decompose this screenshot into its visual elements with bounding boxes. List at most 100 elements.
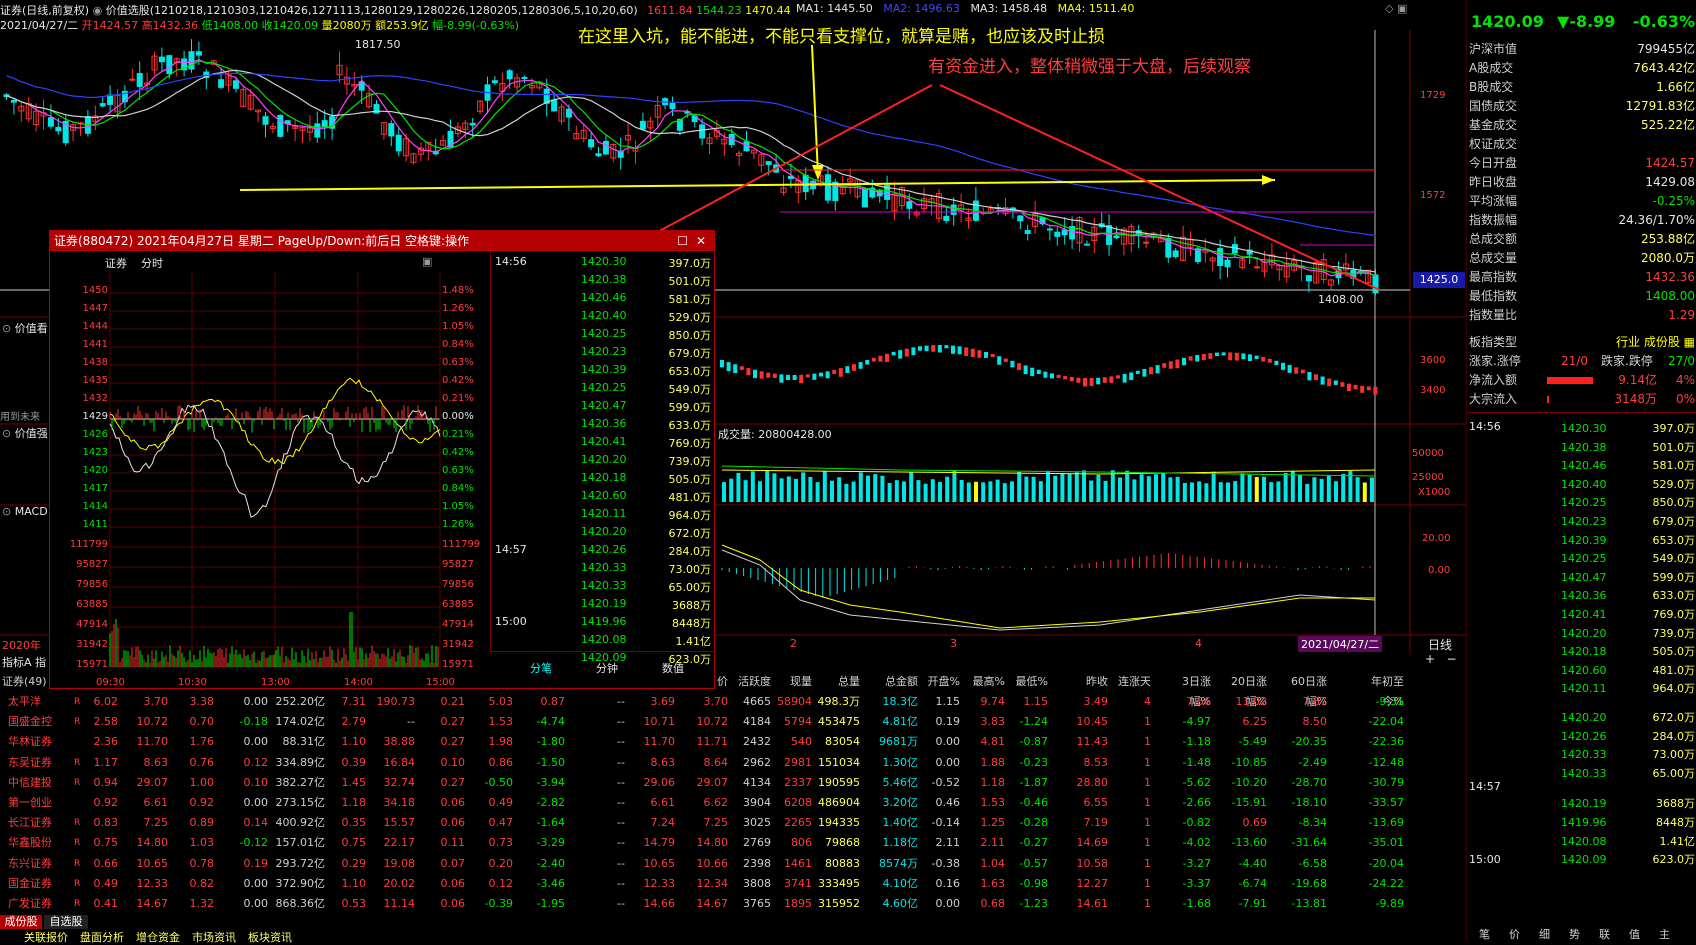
table-left-label: 证券(49): [2, 675, 47, 688]
col-header[interactable]: 总金额: [885, 675, 918, 688]
table-row[interactable]: 广发证券 0.41 14.67 1.32 0.00 868.36亿 0.53 11.14 0.0…: [0, 894, 1466, 914]
table-row[interactable]: 华林证券 2.36 11.70 1.76 0.00 88.31亿 1.10 38.88 0.27…: [0, 732, 1466, 752]
candle-101: [750, 149, 757, 160]
col-header[interactable]: 现量: [790, 675, 812, 688]
stock-name[interactable]: 中信建投: [8, 775, 52, 789]
board-type-value[interactable]: 行业 成份股 ▦: [1616, 335, 1695, 349]
bottom-link[interactable]: 增仓资金: [136, 931, 180, 944]
tab-constituents[interactable]: 成份股: [0, 915, 42, 929]
col-header[interactable]: 开盘%: [927, 675, 960, 688]
ticks-panel[interactable]: 14:56 14:57 15:00 1420.30 397.0万 1420.38 50…: [490, 251, 715, 666]
expand-icon[interactable]: ⊙: [2, 427, 12, 440]
col-header[interactable]: 最低%: [1015, 675, 1048, 688]
rp-bottom-tab[interactable]: 主: [1659, 928, 1670, 941]
popup-tab-security[interactable]: 证券: [105, 257, 127, 270]
bottom-tab-items[interactable]: 关联报价 盘面分析 增仓资金 市场资讯 板块资讯: [0, 929, 400, 944]
stock-name[interactable]: 华鑫股份: [8, 836, 52, 850]
sub-candle-37: [964, 347, 969, 357]
quote-value: 525.22亿: [1641, 118, 1695, 132]
vol-bar-87: [1348, 471, 1353, 502]
expand-icon[interactable]: ⊙: [2, 322, 12, 335]
maximize-icon[interactable]: ☐: [677, 234, 688, 248]
col-header[interactable]: 昨收: [1086, 675, 1108, 688]
table-row[interactable]: 中信建投 0.94 29.07 1.00 0.10 382.27亿 1.45 32.74 0.2…: [0, 773, 1466, 793]
rp-bottom-tab[interactable]: 联: [1599, 928, 1610, 941]
table-cell: 0.06: [440, 897, 466, 910]
stock-name[interactable]: 长江证券: [8, 816, 52, 830]
intraday-popup[interactable]: 证券(880472) 2021年04月27日 星期二 PageUp/Down:前…: [49, 230, 715, 689]
quote-label: 指数量比: [1469, 308, 1518, 322]
col-header[interactable]: 最高%: [972, 675, 1005, 688]
bottom-link[interactable]: 板块资讯: [248, 931, 292, 944]
period-label[interactable]: 日线: [1428, 638, 1453, 652]
table-cell: 1: [1144, 796, 1151, 809]
table-row[interactable]: 东吴证券 1.17 8.63 0.76 0.12 334.89亿 0.39 16.84 0.10…: [0, 753, 1466, 773]
table-row[interactable]: 国盛金控 2.58 10.72 0.70 -0.18 174.02亿 2.79 -- 0.27 1…: [0, 712, 1466, 732]
rp-bottom-tabs[interactable]: 笔价细势联值主: [1467, 926, 1696, 941]
axis-1729: 1729: [1420, 90, 1446, 101]
vol-bar-43: [1031, 476, 1036, 502]
close-icon[interactable]: ✕: [695, 234, 706, 248]
stock-name[interactable]: 太平洋: [8, 695, 41, 708]
col-header[interactable]: 价: [717, 675, 728, 688]
table-cell: 11.70: [136, 735, 169, 749]
expand-icon[interactable]: ⊙: [2, 505, 12, 518]
table-cell: --: [407, 715, 415, 729]
col-header[interactable]: 总量: [838, 675, 860, 688]
candle-142: [1054, 227, 1061, 246]
intraday-avg-line: [109, 377, 441, 465]
intraday-chart[interactable]: [50, 251, 490, 671]
rp-bottom-tab[interactable]: 笔: [1479, 928, 1490, 941]
sub-candle-70: [1182, 357, 1186, 366]
col-header[interactable]: 连涨天: [1118, 675, 1151, 688]
col-header[interactable]: 年初至今%: [1371, 675, 1404, 708]
stock-name[interactable]: 东兴证券: [8, 856, 52, 870]
table-cell: 8.64: [703, 755, 729, 769]
popup-chart-icon[interactable]: ▣: [422, 255, 433, 268]
table-row[interactable]: 长江证券 0.83 7.25 0.89 0.14 400.92亿 0.35 15.57 0.06…: [0, 813, 1466, 833]
stock-name[interactable]: 华林证券: [8, 735, 52, 749]
rp-bottom-tab[interactable]: 价: [1509, 928, 1520, 941]
col-header[interactable]: 20日涨幅%: [1231, 675, 1267, 708]
vol-bar-0: [722, 482, 726, 502]
popup-tab-intraday[interactable]: 分时: [141, 257, 163, 270]
stock-name[interactable]: 广发证券: [8, 897, 52, 910]
table-row[interactable]: 东兴证券 0.66 10.65 0.78 0.19 293.72亿 0.29 19.08 0.0…: [0, 854, 1466, 874]
tab-shuju[interactable]: 数值: [662, 662, 684, 675]
chart-header-icons[interactable]: ◇ ▣: [1385, 2, 1407, 15]
table-cell: 10.45: [1076, 715, 1109, 729]
stock-name[interactable]: 国盛金控: [8, 715, 52, 729]
table-row[interactable]: 太平洋 6.02 3.70 3.38 0.00 252.20亿 7.31 190.73 0.21…: [0, 692, 1466, 712]
diamond-icon[interactable]: ◇: [1385, 2, 1394, 15]
table-cell: 6.62: [703, 796, 729, 809]
popup-title-bar[interactable]: 证券(880472) 2021年04月27日 星期二 PageUp/Down:前…: [50, 231, 714, 251]
tick-price: 1420.11: [581, 507, 627, 520]
rp-bottom-tab[interactable]: 值: [1629, 928, 1640, 941]
bottom-link[interactable]: 盘面分析: [80, 931, 124, 944]
rp-bottom-tab[interactable]: 细: [1539, 928, 1550, 941]
stock-name[interactable]: 东吴证券: [8, 755, 52, 769]
tab-watchlist[interactable]: 自选股: [44, 915, 88, 929]
col-header[interactable]: 60日涨幅%: [1291, 675, 1327, 708]
col-header[interactable]: 活跃度: [738, 675, 771, 688]
table-row[interactable]: 国金证券 0.49 12.33 0.82 0.00 372.90亿 1.10 20.02 0.0…: [0, 874, 1466, 894]
main-chart-area[interactable]: 证券(日线,前复权) ◉ 价值选股(1210218,1210303,121042…: [0, 0, 1466, 669]
quote-row: 基金成交 525.22亿: [1467, 116, 1696, 135]
bottom-link[interactable]: 市场资讯: [192, 931, 236, 944]
table-row[interactable]: 第一创业 0.92 6.61 0.92 0.00 273.15亿 1.18 34.18 0.06…: [0, 793, 1466, 813]
pct-tick-10: 0.63%: [442, 465, 474, 476]
stock-name[interactable]: 第一创业: [8, 796, 52, 809]
table-row[interactable]: 华鑫股份 0.75 14.80 1.03 -0.12 157.01亿 0.75 22.17 0.…: [0, 833, 1466, 853]
bottom-tabs[interactable]: 成份股 自选股 关联报价 盘面分析 增仓资金 市场资讯 板块资讯: [0, 915, 1466, 944]
tick-price: 1420.41: [581, 435, 627, 448]
rp-bottom-tab[interactable]: 势: [1569, 928, 1580, 941]
col-header[interactable]: 3日涨幅%: [1182, 675, 1211, 708]
bottom-link[interactable]: 关联报价: [24, 931, 68, 944]
constituents-table[interactable]: 证券(49) 价活跃度 现量 总量 总金额 开盘% 最高% 最低% 昨收 连涨天 3日涨幅% 20日…: [0, 672, 1466, 912]
tab-fenzhong[interactable]: 分钟: [596, 662, 618, 675]
tab-fenbi[interactable]: 分笔: [530, 662, 552, 675]
chart-title-dropdown-icon[interactable]: ◉: [92, 4, 103, 17]
stock-name[interactable]: 国金证券: [8, 876, 52, 890]
window-icon[interactable]: ▣: [1396, 2, 1408, 15]
zoom-controls[interactable]: + −: [1425, 652, 1457, 666]
